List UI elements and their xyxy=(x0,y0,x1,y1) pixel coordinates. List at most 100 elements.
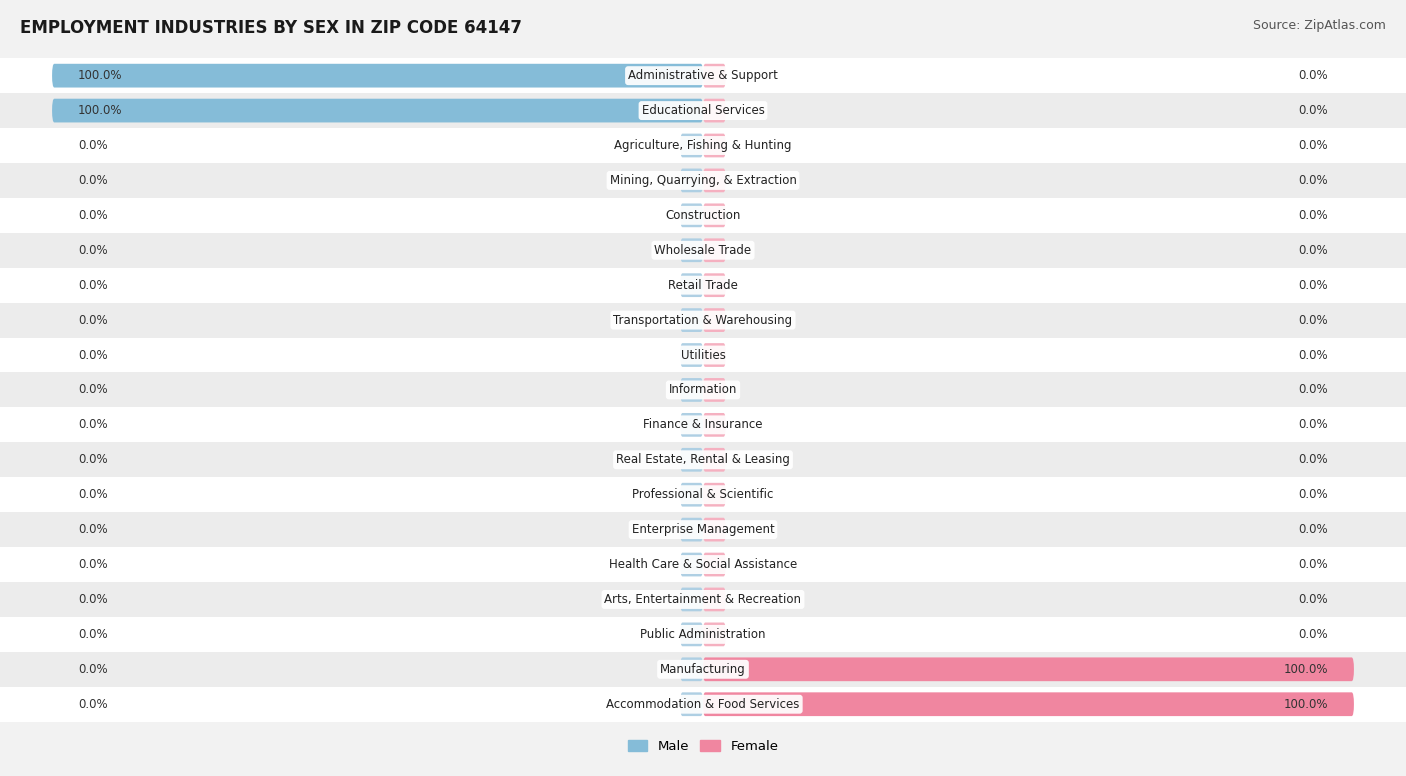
Text: 0.0%: 0.0% xyxy=(79,209,108,222)
Text: 0.0%: 0.0% xyxy=(79,453,108,466)
Text: 0.0%: 0.0% xyxy=(79,488,108,501)
Text: EMPLOYMENT INDUSTRIES BY SEX IN ZIP CODE 64147: EMPLOYMENT INDUSTRIES BY SEX IN ZIP CODE… xyxy=(20,19,522,37)
Text: Real Estate, Rental & Leasing: Real Estate, Rental & Leasing xyxy=(616,453,790,466)
FancyBboxPatch shape xyxy=(0,372,1406,407)
Text: Wholesale Trade: Wholesale Trade xyxy=(654,244,752,257)
Text: Finance & Insurance: Finance & Insurance xyxy=(644,418,762,431)
FancyBboxPatch shape xyxy=(0,268,1406,303)
Text: 0.0%: 0.0% xyxy=(1298,488,1327,501)
FancyBboxPatch shape xyxy=(681,133,703,158)
FancyBboxPatch shape xyxy=(703,413,725,437)
FancyBboxPatch shape xyxy=(681,518,703,542)
Text: 0.0%: 0.0% xyxy=(1298,558,1327,571)
FancyBboxPatch shape xyxy=(681,343,703,367)
Text: Accommodation & Food Services: Accommodation & Food Services xyxy=(606,698,800,711)
Text: Educational Services: Educational Services xyxy=(641,104,765,117)
Text: 0.0%: 0.0% xyxy=(79,558,108,571)
FancyBboxPatch shape xyxy=(0,338,1406,372)
FancyBboxPatch shape xyxy=(703,133,725,158)
Text: 0.0%: 0.0% xyxy=(1298,418,1327,431)
FancyBboxPatch shape xyxy=(0,617,1406,652)
FancyBboxPatch shape xyxy=(681,483,703,507)
FancyBboxPatch shape xyxy=(703,448,725,472)
Text: 100.0%: 100.0% xyxy=(1284,663,1327,676)
Text: 100.0%: 100.0% xyxy=(79,69,122,82)
Text: 0.0%: 0.0% xyxy=(79,139,108,152)
Text: 0.0%: 0.0% xyxy=(79,418,108,431)
FancyBboxPatch shape xyxy=(703,587,725,611)
FancyBboxPatch shape xyxy=(681,203,703,227)
FancyBboxPatch shape xyxy=(681,622,703,646)
FancyBboxPatch shape xyxy=(0,477,1406,512)
Text: 0.0%: 0.0% xyxy=(79,698,108,711)
Text: 0.0%: 0.0% xyxy=(1298,628,1327,641)
FancyBboxPatch shape xyxy=(681,308,703,332)
Text: 0.0%: 0.0% xyxy=(79,279,108,292)
Text: 100.0%: 100.0% xyxy=(79,104,122,117)
Text: 0.0%: 0.0% xyxy=(79,348,108,362)
Text: Mining, Quarrying, & Extraction: Mining, Quarrying, & Extraction xyxy=(610,174,796,187)
FancyBboxPatch shape xyxy=(681,692,703,716)
FancyBboxPatch shape xyxy=(703,518,725,542)
FancyBboxPatch shape xyxy=(681,553,703,577)
Text: Professional & Scientific: Professional & Scientific xyxy=(633,488,773,501)
FancyBboxPatch shape xyxy=(703,622,725,646)
Text: Arts, Entertainment & Recreation: Arts, Entertainment & Recreation xyxy=(605,593,801,606)
FancyBboxPatch shape xyxy=(0,582,1406,617)
FancyBboxPatch shape xyxy=(0,407,1406,442)
Text: Enterprise Management: Enterprise Management xyxy=(631,523,775,536)
Text: Information: Information xyxy=(669,383,737,397)
Text: 0.0%: 0.0% xyxy=(79,244,108,257)
FancyBboxPatch shape xyxy=(0,128,1406,163)
Text: 0.0%: 0.0% xyxy=(1298,139,1327,152)
FancyBboxPatch shape xyxy=(0,547,1406,582)
Text: 0.0%: 0.0% xyxy=(79,628,108,641)
FancyBboxPatch shape xyxy=(0,58,1406,93)
Text: Manufacturing: Manufacturing xyxy=(661,663,745,676)
FancyBboxPatch shape xyxy=(703,483,725,507)
FancyBboxPatch shape xyxy=(0,163,1406,198)
FancyBboxPatch shape xyxy=(681,238,703,262)
Text: 0.0%: 0.0% xyxy=(1298,244,1327,257)
Text: 0.0%: 0.0% xyxy=(1298,104,1327,117)
FancyBboxPatch shape xyxy=(703,273,725,297)
Text: Retail Trade: Retail Trade xyxy=(668,279,738,292)
FancyBboxPatch shape xyxy=(681,448,703,472)
FancyBboxPatch shape xyxy=(0,303,1406,338)
FancyBboxPatch shape xyxy=(703,99,725,123)
FancyBboxPatch shape xyxy=(681,273,703,297)
Text: 100.0%: 100.0% xyxy=(1284,698,1327,711)
Text: 0.0%: 0.0% xyxy=(1298,174,1327,187)
Legend: Male, Female: Male, Female xyxy=(623,734,783,758)
FancyBboxPatch shape xyxy=(703,553,725,577)
Text: 0.0%: 0.0% xyxy=(79,663,108,676)
Text: Utilities: Utilities xyxy=(681,348,725,362)
FancyBboxPatch shape xyxy=(0,198,1406,233)
FancyBboxPatch shape xyxy=(0,687,1406,722)
FancyBboxPatch shape xyxy=(703,203,725,227)
FancyBboxPatch shape xyxy=(703,168,725,192)
FancyBboxPatch shape xyxy=(0,512,1406,547)
FancyBboxPatch shape xyxy=(703,692,1354,716)
Text: 0.0%: 0.0% xyxy=(79,174,108,187)
FancyBboxPatch shape xyxy=(681,378,703,402)
Text: 0.0%: 0.0% xyxy=(79,593,108,606)
FancyBboxPatch shape xyxy=(0,652,1406,687)
Text: 0.0%: 0.0% xyxy=(79,383,108,397)
FancyBboxPatch shape xyxy=(703,657,1354,681)
Text: 0.0%: 0.0% xyxy=(1298,383,1327,397)
FancyBboxPatch shape xyxy=(52,99,703,123)
Text: 0.0%: 0.0% xyxy=(1298,593,1327,606)
Text: Agriculture, Fishing & Hunting: Agriculture, Fishing & Hunting xyxy=(614,139,792,152)
Text: 0.0%: 0.0% xyxy=(79,314,108,327)
Text: 0.0%: 0.0% xyxy=(1298,209,1327,222)
FancyBboxPatch shape xyxy=(703,343,725,367)
Text: 0.0%: 0.0% xyxy=(1298,279,1327,292)
Text: Administrative & Support: Administrative & Support xyxy=(628,69,778,82)
Text: 0.0%: 0.0% xyxy=(1298,523,1327,536)
FancyBboxPatch shape xyxy=(681,168,703,192)
FancyBboxPatch shape xyxy=(703,64,725,88)
Text: Public Administration: Public Administration xyxy=(640,628,766,641)
Text: 0.0%: 0.0% xyxy=(1298,453,1327,466)
FancyBboxPatch shape xyxy=(703,378,725,402)
